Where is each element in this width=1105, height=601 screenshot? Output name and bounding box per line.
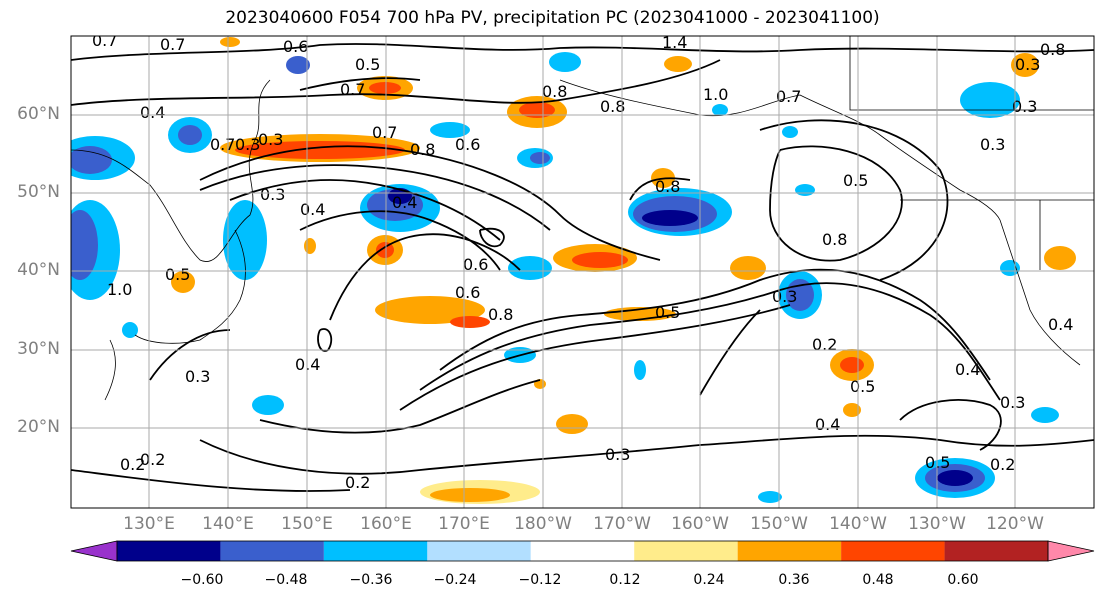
contour-label: 0.3 — [258, 130, 283, 149]
map-title: 2023040600 F054 700 hPa PV, precipitatio… — [225, 8, 880, 28]
colorbar-segment — [117, 541, 221, 561]
lat-label-20n: 20°N — [17, 417, 60, 437]
contour-label: 0.7 — [160, 35, 185, 54]
lon-label-140e: 140°E — [202, 514, 254, 534]
colorbar-tick: −0.24 — [433, 572, 477, 588]
contour-label: 0.3 — [1000, 393, 1025, 412]
lat-label-50n: 50°N — [17, 182, 60, 202]
contour-label: 0.2 — [990, 455, 1015, 474]
lat-label-30n: 30°N — [17, 339, 60, 359]
coastlines — [71, 36, 1094, 401]
contour-label: 0.4 — [815, 415, 840, 434]
lon-label-120w: 120°W — [986, 514, 1044, 534]
colorbar-tick: −0.60 — [180, 572, 224, 588]
colorbar-tick: 0.48 — [862, 572, 894, 588]
lat-label-40n: 40°N — [17, 260, 60, 280]
contour-label: 0.8 — [488, 305, 513, 324]
contour-label: 0.6 — [463, 255, 488, 274]
colorbar-segment — [220, 541, 324, 561]
contour-label: 0.2 — [140, 450, 165, 469]
map-background — [71, 36, 1094, 508]
lon-label-130e: 130°E — [123, 514, 175, 534]
contour-label: 0.3 — [605, 445, 630, 464]
contour-label: 0.3 — [185, 367, 210, 386]
contour-label: 0.6 — [455, 135, 480, 154]
lon-label-130w: 130°W — [908, 514, 966, 534]
contour-label: 1.0 — [107, 280, 132, 299]
contour-label: 0.5 — [655, 303, 680, 322]
lon-label-170w: 170°W — [593, 514, 651, 534]
contour-label: 0.4 — [300, 200, 325, 219]
lon-label-140w: 140°W — [829, 514, 887, 534]
contour-label: 1.0 — [703, 85, 728, 104]
contour-label: 0.8 — [542, 82, 567, 101]
colorbar-segment — [634, 541, 738, 561]
contour-label: 0.6 — [455, 283, 480, 302]
map-frame — [70, 35, 1095, 509]
contour-label: 0.8 — [600, 97, 625, 116]
contour-label: 0.5 — [925, 453, 950, 472]
colorbar-segment — [323, 541, 428, 561]
contour-label: 0.4 — [295, 355, 320, 374]
contour-label: 0.3 — [1012, 97, 1037, 116]
contour-label: 0.4 — [955, 360, 980, 379]
contour-label: 0.4 — [140, 103, 165, 122]
lon-label-150e: 150°E — [281, 514, 333, 534]
contour-label: 1.4 — [662, 33, 687, 52]
contour-label: 0.7 — [92, 31, 117, 50]
contour-label: 0.2 — [812, 335, 837, 354]
colorbar-segment — [737, 541, 842, 561]
colorbar-tick: 0.60 — [947, 572, 979, 588]
contour-label: 0.5 — [843, 171, 868, 190]
contour-label: 0.3 — [235, 135, 260, 154]
lon-label-160e: 160°E — [360, 514, 412, 534]
contour-label: 0.5 — [355, 55, 380, 74]
colorbar-segment — [841, 541, 945, 561]
contour-label: 0.4 — [392, 193, 417, 212]
contour-label: 0.3 — [980, 135, 1005, 154]
lon-label-150w: 150°W — [750, 514, 808, 534]
colorbar-tick: 0.12 — [609, 572, 641, 588]
colorbar-segment — [530, 541, 635, 561]
colorbar-extend-max — [1047, 540, 1095, 562]
contour-label: 0.7 — [340, 80, 365, 99]
contour-label: 0.7 — [776, 87, 801, 106]
lon-label-170e: 170°E — [438, 514, 490, 534]
contour-label: 0.2 — [120, 455, 145, 474]
contour-label: 0.4 — [1048, 315, 1073, 334]
contour-label: 0.8 — [410, 140, 435, 159]
contour-label: 0.6 — [283, 37, 308, 56]
colorbar-extend-min — [70, 540, 118, 562]
contour-label: 0.7 — [210, 135, 235, 154]
colorbar-tick: 0.24 — [693, 572, 725, 588]
colorbar — [70, 540, 1095, 562]
colorbar-frame — [116, 540, 1049, 562]
contour-label: 0.8 — [1040, 40, 1065, 59]
colorbar-tick: −0.36 — [349, 572, 393, 588]
contour-label: 0.8 — [822, 230, 847, 249]
contour-label: 0.2 — [345, 473, 370, 492]
graticule — [71, 36, 1094, 508]
contour-label: 0.5 — [165, 265, 190, 284]
contour-label: 0.5 — [850, 377, 875, 396]
contour-label: 0.3 — [1015, 55, 1040, 74]
contour-labels: 0.7 0.7 0.6 0.5 0.7 1.4 0.8 1.0 0.8 0.7 0.7 0.8 0.6 0… — [92, 31, 1073, 492]
contour-label: 0.3 — [260, 185, 285, 204]
colorbar-tick: −0.12 — [518, 572, 562, 588]
contour-label: 0.8 — [655, 177, 680, 196]
colorbar-tick: 0.36 — [778, 572, 810, 588]
contour-label: 0.7 — [372, 123, 397, 142]
lat-label-60n: 60°N — [17, 104, 60, 124]
colorbar-segment — [944, 541, 1048, 561]
lon-label-160w: 160°W — [671, 514, 729, 534]
contour-label: 0.3 — [772, 287, 797, 306]
lon-label-180w: 180°W — [514, 514, 572, 534]
negative-precip-areas — [71, 52, 1059, 503]
colorbar-tick: −0.48 — [264, 572, 308, 588]
pv-contours — [71, 43, 1094, 492]
colorbar-segment — [427, 541, 531, 561]
